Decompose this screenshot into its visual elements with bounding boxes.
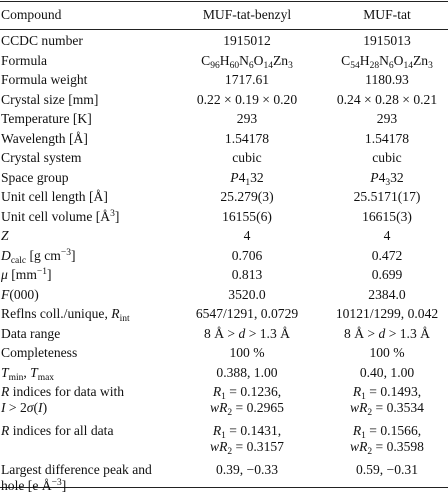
data-range-value: 8 Å > d > 1.3 Å [204, 325, 290, 341]
cell-value: 16615(3) [362, 208, 412, 224]
row-label: F(000) [1, 286, 39, 302]
cell-value: 0.59, −0.31 [355, 462, 419, 477]
cell-value: 3520.0 [228, 286, 266, 302]
row-label: Z [1, 228, 9, 243]
cell-value: 0.388, 1.00 [216, 364, 278, 380]
cell-value: 4 [383, 228, 391, 243]
cell-value: 1717.61 [224, 72, 270, 87]
table-row: Reflns coll./unique, Rint 6547/1291, 0.0… [0, 306, 448, 326]
cell-value: 6547/1291, 0.0729 [195, 306, 299, 321]
cell-value: 0.699 [371, 267, 403, 282]
header-muf-tat: MUF-tat [363, 7, 411, 22]
formula-value: C54H28N6O14Zn3 [341, 52, 433, 71]
table-row: Z 4 4 [0, 228, 448, 248]
cell-value: 1180.93 [365, 72, 409, 87]
cell-value: 10121/1299, 0.042 [335, 306, 439, 321]
row-label: Wavelength [Å] [1, 130, 88, 146]
cell-value: 0.706 [231, 247, 263, 263]
cell-value: cubic [232, 150, 262, 165]
table-row: Dcalc [g cm−3] 0.706 0.472 [0, 248, 448, 268]
cell-value: 293 [376, 111, 398, 126]
bottom-rule [0, 487, 448, 488]
cell-value: 4 [243, 228, 251, 243]
r-indices-value: R1 = 0.1566, wR2 = 0.3598 [350, 423, 424, 457]
table-row: Temperature [K] 293 293 [0, 111, 448, 131]
row-label: R indices for data with I > 2σ(I) [1, 384, 125, 415]
row-label: Completeness [1, 345, 78, 360]
header-row: Compound MUF-tat-benzyl MUF-tat [0, 4, 448, 33]
cell-value: cubic [372, 150, 402, 165]
cell-value: 1.54178 [224, 130, 270, 146]
row-label: Formula [1, 52, 48, 68]
table-row: F(000) 3520.0 2384.0 [0, 287, 448, 307]
table-row: CCDC number 1915012 1915013 [0, 33, 448, 53]
r-indices-value: R1 = 0.1236, wR2 = 0.2965 [210, 384, 284, 418]
crystal-data-table: Compound MUF-tat-benzyl MUF-tat CCDC num… [0, 4, 448, 501]
header-compound: Compound [1, 7, 62, 22]
row-label: Tmin, Tmax [1, 364, 55, 383]
table-row: Data range 8 Å > d > 1.3 Å 8 Å > d > 1.3… [0, 326, 448, 346]
cell-value: 0.22 × 0.19 × 0.20 [196, 91, 298, 107]
cell-value: 2384.0 [368, 286, 406, 302]
table-row: R indices for all data R1 = 0.1431, wR2 =… [0, 423, 448, 462]
row-label: Largest difference peak and hole [e Å−3] [1, 462, 152, 493]
top-rule [0, 1, 448, 2]
cell-value: 1915012 [223, 33, 271, 48]
row-label: Data range [1, 325, 61, 341]
table-row: Formula weight 1717.61 1180.93 [0, 72, 448, 92]
table-row: Tmin, Tmax 0.388, 1.00 0.40, 1.00 [0, 365, 448, 385]
r-indices-value: R1 = 0.1431, wR2 = 0.3157 [210, 423, 284, 457]
table-row: Formula C96H60N6O14Zn3 C54H28N6O14Zn3 [0, 53, 448, 73]
row-label: Reflns coll./unique, Rint [1, 306, 130, 324]
space-group-value: P4332 [370, 169, 404, 188]
table-row: Crystal size [mm] 0.22 × 0.19 × 0.20 0.2… [0, 92, 448, 112]
cell-value: 0.472 [371, 247, 403, 263]
row-label: CCDC number [1, 33, 83, 48]
cell-value: 0.24 × 0.28 × 0.21 [336, 91, 438, 107]
table-row: Completeness 100 % 100 % [0, 345, 448, 365]
table-row: Unit cell volume [Å3] 16155(6) 16615(3) [0, 209, 448, 229]
cell-value: 293 [236, 111, 258, 126]
cell-value: 0.39, −0.33 [215, 462, 279, 477]
row-label: Crystal size [mm] [1, 91, 99, 107]
cell-value: 0.40, 1.00 [359, 364, 415, 380]
data-range-value: 8 Å > d > 1.3 Å [344, 325, 430, 341]
space-group-value: P4132 [230, 169, 264, 188]
cell-value: 1.54178 [364, 130, 410, 146]
table-row: μ [mm−1] 0.813 0.699 [0, 267, 448, 287]
row-label: Unit cell length [Å] [1, 189, 108, 204]
header-muf-tat-benzyl: MUF-tat-benzyl [202, 7, 292, 22]
row-label: Unit cell volume [Å3] [1, 208, 120, 224]
table-row: Unit cell length [Å] 25.279(3) 25.5171(1… [0, 189, 448, 209]
row-label: Temperature [K] [1, 111, 92, 126]
row-label: Formula weight [1, 72, 88, 87]
header-rule [0, 29, 448, 30]
cell-value: 16155(6) [222, 208, 272, 224]
cell-value: 25.279(3) [220, 189, 274, 204]
r-indices-value: R1 = 0.1493, wR2 = 0.3534 [350, 384, 424, 418]
table-row: Crystal system cubic cubic [0, 150, 448, 170]
row-label: Dcalc [g cm−3] [1, 247, 76, 266]
table-row: Largest difference peak and hole [e Å−3] … [0, 462, 448, 501]
cell-value: 0.813 [231, 267, 263, 282]
cell-value: 25.5171(17) [353, 189, 421, 204]
cell-value: 1915013 [363, 33, 411, 48]
row-label: Space group [1, 169, 69, 185]
cell-value: 100 % [369, 345, 405, 360]
table-row: Wavelength [Å] 1.54178 1.54178 [0, 131, 448, 151]
formula-value: C96H60N6O14Zn3 [201, 52, 293, 71]
table-row: R indices for data with I > 2σ(I) R1 = 0.… [0, 384, 448, 423]
row-label: μ [mm−1] [1, 267, 52, 282]
table-row: Space group P4132 P4332 [0, 170, 448, 190]
row-label: Crystal system [1, 150, 82, 165]
cell-value: 100 % [229, 345, 265, 360]
row-label: R indices for all data [1, 423, 114, 438]
